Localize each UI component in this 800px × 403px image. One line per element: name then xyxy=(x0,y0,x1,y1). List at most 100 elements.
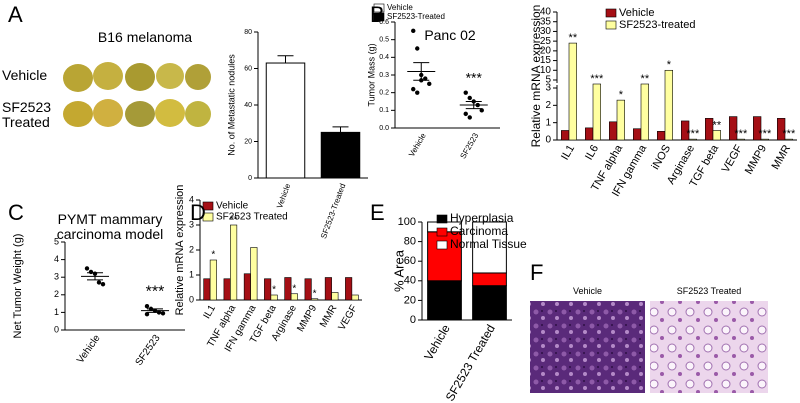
data-point xyxy=(415,90,420,95)
x-tick-label: MMP9 xyxy=(295,303,319,334)
chart-title: PYMT mammary carcinoma model xyxy=(56,211,164,243)
bar xyxy=(290,293,298,301)
y-tick-label: 80 xyxy=(244,29,252,36)
error-bar xyxy=(147,308,163,313)
bar-segment xyxy=(427,280,462,321)
legend-swatch xyxy=(202,201,214,211)
chart-title: Panc 02 xyxy=(424,27,476,43)
y-tick-label: 0.4 xyxy=(379,54,389,61)
legend-label: SF2523-treated xyxy=(619,19,695,31)
row-label: SF2523 Treated xyxy=(2,99,52,131)
y-tick-label: 0.3 xyxy=(379,72,389,79)
y-axis-label: Relative mRNA expression xyxy=(529,5,543,148)
y-axis-label: Net Tumor Weight (g) xyxy=(12,234,24,339)
data-point xyxy=(423,76,428,81)
y-tick-label: 80 xyxy=(404,236,416,248)
y-tick-label: 60 xyxy=(244,65,252,72)
bar xyxy=(270,294,278,301)
data-point xyxy=(88,269,94,275)
x-tick-label: IL1 xyxy=(559,143,577,162)
data-point xyxy=(411,86,416,92)
significance: *** xyxy=(758,128,772,140)
data-point xyxy=(84,266,90,271)
bar xyxy=(640,83,649,141)
x-tick-label: IL6 xyxy=(583,143,601,162)
bar xyxy=(230,224,238,301)
legend-swatch xyxy=(436,240,448,250)
histology-vehicle xyxy=(530,301,645,393)
y-tick-label: 5 xyxy=(545,75,551,86)
y-tick-label: 0 xyxy=(248,175,252,182)
y-tick-label: 15 xyxy=(540,55,552,66)
image-title: B16 melanoma xyxy=(97,29,193,45)
x-tick-label: MMR xyxy=(770,143,794,172)
bar xyxy=(585,127,594,141)
legend-label: Vehicle xyxy=(619,7,654,19)
significance: * xyxy=(667,59,672,71)
y-tick-label: 0.5 xyxy=(379,37,389,44)
y-tick-label: 25 xyxy=(540,36,552,47)
bar xyxy=(592,83,601,141)
y-tick-label: 2 xyxy=(54,289,59,299)
bar xyxy=(320,131,361,179)
bar xyxy=(712,130,721,141)
y-tick-label: 0.0 xyxy=(379,125,389,132)
x-tick-label: VEGF xyxy=(720,143,746,175)
y-tick-label: 40 xyxy=(244,102,252,109)
data-point xyxy=(411,28,416,34)
bar xyxy=(243,273,251,301)
y-tick-label: 1 xyxy=(545,117,551,128)
bar xyxy=(265,62,306,179)
y-tick-label: 0 xyxy=(545,135,551,146)
x-tick-label: Vehicle xyxy=(75,333,103,366)
y-tick-label: 4 xyxy=(54,254,59,264)
error-bar xyxy=(465,101,482,110)
bar xyxy=(331,292,339,301)
y-tick-label: 20 xyxy=(244,138,252,145)
y-tick-label: 30 xyxy=(540,26,552,37)
x-tick-label: SF2523 Treated xyxy=(443,322,498,403)
bar xyxy=(688,138,697,141)
x-tick-label: Vehicle xyxy=(275,182,292,210)
error-bar xyxy=(332,126,349,133)
y-axis-label: % Area xyxy=(391,249,406,292)
data-point xyxy=(467,95,472,101)
bar xyxy=(664,69,673,141)
y-tick-label: 0.2 xyxy=(379,90,389,97)
bar xyxy=(736,138,745,141)
legend-swatch xyxy=(605,8,617,18)
y-axis-label: No. of Metastatic nodules xyxy=(226,54,236,156)
histology-treated xyxy=(650,301,768,393)
significance: * xyxy=(619,89,624,101)
y-tick-label: 0 xyxy=(54,324,59,334)
error-bar xyxy=(87,272,103,281)
x-tick-label: Vehicle xyxy=(407,131,428,158)
y-tick-label: 1 xyxy=(189,269,194,279)
bar xyxy=(203,278,211,301)
y-tick-label: 2 xyxy=(189,244,194,254)
legend-swatch xyxy=(436,227,448,237)
y-tick-label: 5 xyxy=(54,236,59,246)
significance: *** xyxy=(782,128,796,140)
data-point xyxy=(160,311,166,316)
data-point xyxy=(144,311,150,317)
y-tick-label: 0.1 xyxy=(379,107,389,114)
x-tick-label: Vehicle xyxy=(421,322,453,363)
data-point xyxy=(415,46,420,51)
panel-letter: A xyxy=(8,2,23,27)
panel-letter: E xyxy=(370,200,385,225)
y-tick-label: 0 xyxy=(410,314,416,326)
y-tick-label: 35 xyxy=(540,16,552,27)
x-tick-label: SF2523-Treated xyxy=(319,182,347,240)
image-label: Vehicle xyxy=(572,286,603,296)
legend-swatch xyxy=(202,212,214,222)
significance: ** xyxy=(641,73,650,85)
bar xyxy=(264,278,272,301)
legend-label: Vehicle xyxy=(387,3,413,12)
data-point xyxy=(100,282,106,287)
y-tick-label: 0 xyxy=(189,294,194,304)
legend-label: Normal Tissue xyxy=(450,237,527,251)
y-tick-label: 20 xyxy=(404,294,416,306)
significance: *** xyxy=(146,283,165,300)
bar xyxy=(284,277,292,301)
